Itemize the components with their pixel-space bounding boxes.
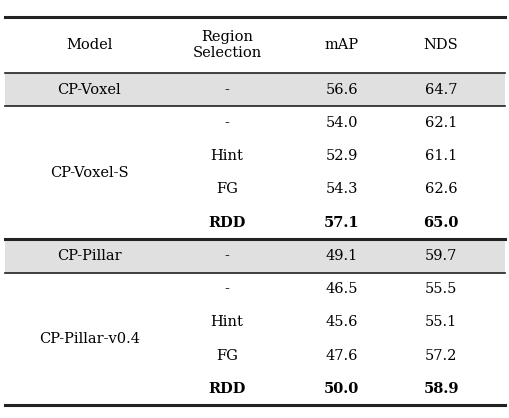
Text: 55.5: 55.5 <box>424 282 457 296</box>
Text: 64.7: 64.7 <box>424 83 457 97</box>
Text: 59.7: 59.7 <box>424 249 457 263</box>
Text: Hint: Hint <box>210 316 243 329</box>
Text: RDD: RDD <box>208 216 245 229</box>
Text: CP-Voxel: CP-Voxel <box>58 83 121 97</box>
Text: RDD: RDD <box>208 382 245 396</box>
Text: NDS: NDS <box>423 38 458 52</box>
Text: FG: FG <box>216 183 237 196</box>
Text: Region
Selection: Region Selection <box>192 30 261 60</box>
Text: 56.6: 56.6 <box>325 83 357 97</box>
Text: 61.1: 61.1 <box>424 149 457 163</box>
Text: -: - <box>224 249 229 263</box>
Text: 65.0: 65.0 <box>422 216 458 229</box>
Text: 49.1: 49.1 <box>325 249 357 263</box>
Text: -: - <box>224 116 229 130</box>
Bar <box>5 73 504 107</box>
Text: 47.6: 47.6 <box>325 349 357 362</box>
Text: 57.2: 57.2 <box>424 349 457 362</box>
Text: 54.3: 54.3 <box>325 183 357 196</box>
Text: 54.0: 54.0 <box>325 116 357 130</box>
Text: Model: Model <box>66 38 112 52</box>
Text: CP-Pillar: CP-Pillar <box>57 249 121 263</box>
Text: Hint: Hint <box>210 149 243 163</box>
Text: -: - <box>224 83 229 97</box>
Text: 50.0: 50.0 <box>323 382 359 396</box>
Text: mAP: mAP <box>324 38 358 52</box>
Text: CP-Pillar-v0.4: CP-Pillar-v0.4 <box>39 332 139 346</box>
Text: 45.6: 45.6 <box>325 316 357 329</box>
Text: CP-Voxel-S: CP-Voxel-S <box>50 166 128 180</box>
Text: FG: FG <box>216 349 237 362</box>
Text: 62.1: 62.1 <box>424 116 457 130</box>
Text: 57.1: 57.1 <box>323 216 359 229</box>
Text: 46.5: 46.5 <box>325 282 357 296</box>
Bar <box>5 239 504 273</box>
Text: 52.9: 52.9 <box>325 149 357 163</box>
Text: 58.9: 58.9 <box>422 382 458 396</box>
Text: 62.6: 62.6 <box>424 183 457 196</box>
Text: 55.1: 55.1 <box>424 316 457 329</box>
Text: -: - <box>224 282 229 296</box>
